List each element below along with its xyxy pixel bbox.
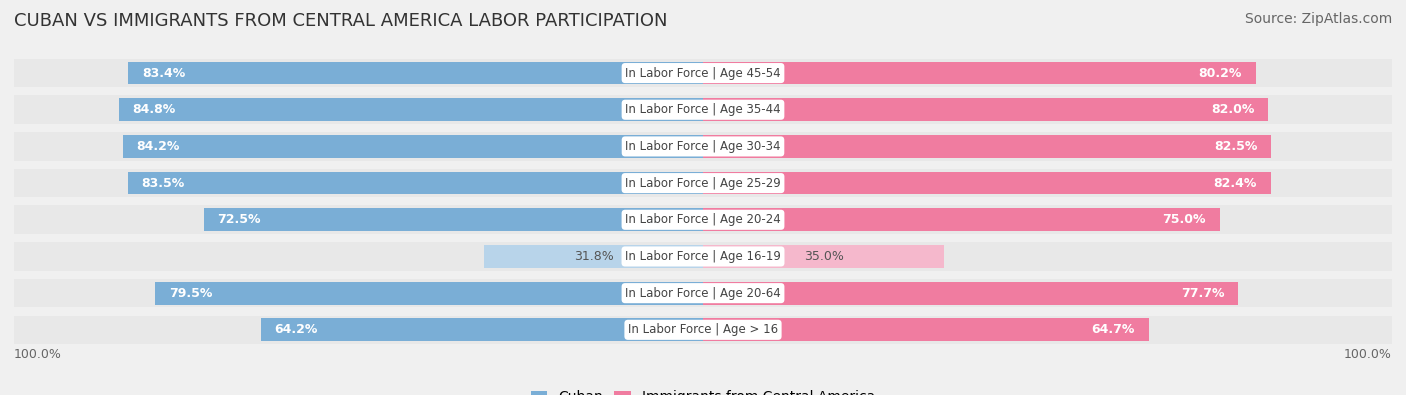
Bar — [14, 169, 1392, 198]
Text: 100.0%: 100.0% — [14, 348, 62, 361]
Text: 64.7%: 64.7% — [1091, 324, 1135, 336]
Legend: Cuban, Immigrants from Central America: Cuban, Immigrants from Central America — [530, 390, 876, 395]
Bar — [703, 98, 1268, 121]
Text: 82.0%: 82.0% — [1211, 103, 1254, 116]
Bar — [128, 172, 703, 194]
Text: 100.0%: 100.0% — [1344, 348, 1392, 361]
Bar — [14, 59, 1392, 87]
Bar — [14, 271, 1392, 279]
Bar — [703, 318, 1149, 341]
Text: CUBAN VS IMMIGRANTS FROM CENTRAL AMERICA LABOR PARTICIPATION: CUBAN VS IMMIGRANTS FROM CENTRAL AMERICA… — [14, 12, 668, 30]
Bar — [14, 96, 1392, 124]
Bar — [14, 205, 1392, 234]
Text: 80.2%: 80.2% — [1198, 67, 1241, 79]
Bar — [703, 62, 1256, 85]
Bar — [14, 198, 1392, 205]
Bar — [14, 279, 1392, 307]
Text: 77.7%: 77.7% — [1181, 287, 1225, 300]
Bar — [14, 132, 1392, 161]
Bar — [204, 209, 703, 231]
Text: In Labor Force | Age 30-34: In Labor Force | Age 30-34 — [626, 140, 780, 153]
Text: 82.4%: 82.4% — [1213, 177, 1257, 190]
Text: 79.5%: 79.5% — [169, 287, 212, 300]
Bar — [14, 87, 1392, 96]
Bar — [14, 242, 1392, 271]
Text: 35.0%: 35.0% — [804, 250, 844, 263]
Bar — [260, 318, 703, 341]
Text: In Labor Force | Age 16-19: In Labor Force | Age 16-19 — [626, 250, 780, 263]
Text: In Labor Force | Age 20-64: In Labor Force | Age 20-64 — [626, 287, 780, 300]
Text: In Labor Force | Age 20-24: In Labor Force | Age 20-24 — [626, 213, 780, 226]
Text: 72.5%: 72.5% — [218, 213, 260, 226]
Bar — [703, 135, 1271, 158]
Text: In Labor Force | Age 35-44: In Labor Force | Age 35-44 — [626, 103, 780, 116]
Bar — [703, 172, 1271, 194]
Text: 82.5%: 82.5% — [1215, 140, 1257, 153]
Text: In Labor Force | Age 25-29: In Labor Force | Age 25-29 — [626, 177, 780, 190]
Bar — [484, 245, 703, 268]
Text: 83.4%: 83.4% — [142, 67, 186, 79]
Bar — [703, 282, 1239, 305]
Text: 64.2%: 64.2% — [274, 324, 318, 336]
Text: 75.0%: 75.0% — [1163, 213, 1206, 226]
Bar — [14, 161, 1392, 169]
Bar — [128, 62, 703, 85]
Bar — [14, 316, 1392, 344]
Text: In Labor Force | Age > 16: In Labor Force | Age > 16 — [628, 324, 778, 336]
Text: 31.8%: 31.8% — [574, 250, 613, 263]
Bar — [14, 307, 1392, 316]
Bar — [14, 234, 1392, 242]
Bar — [14, 124, 1392, 132]
Bar — [703, 209, 1219, 231]
Text: 83.5%: 83.5% — [142, 177, 184, 190]
Text: In Labor Force | Age 45-54: In Labor Force | Age 45-54 — [626, 67, 780, 79]
Bar — [118, 98, 703, 121]
Bar — [122, 135, 703, 158]
Text: 84.2%: 84.2% — [136, 140, 180, 153]
Text: 84.8%: 84.8% — [132, 103, 176, 116]
Bar — [703, 245, 945, 268]
Text: Source: ZipAtlas.com: Source: ZipAtlas.com — [1244, 12, 1392, 26]
Bar — [155, 282, 703, 305]
